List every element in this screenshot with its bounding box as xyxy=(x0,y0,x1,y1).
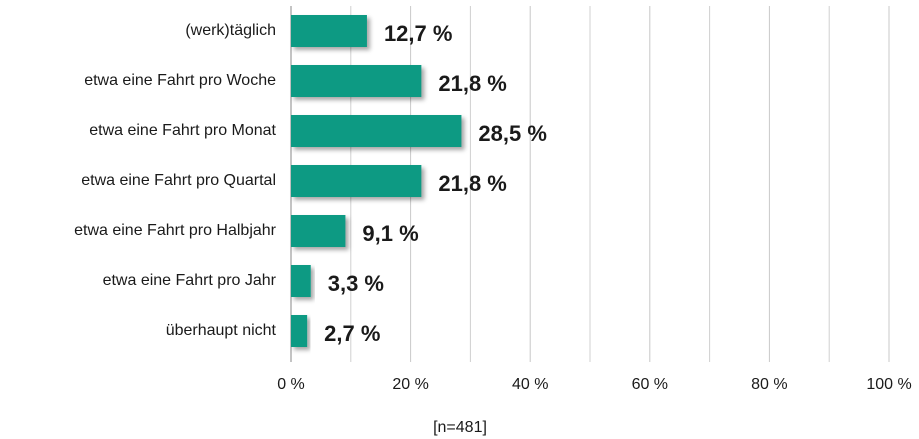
value-label: 28,5 % xyxy=(478,121,547,146)
y-tick-label: etwa eine Fahrt pro Jahr xyxy=(103,272,277,289)
x-tick-label: 80 % xyxy=(751,376,787,393)
bar xyxy=(291,65,422,97)
y-tick-label: überhaupt nicht xyxy=(166,322,277,339)
x-tick-label: 0 % xyxy=(277,376,305,393)
value-label: 2,7 % xyxy=(324,321,380,346)
bar xyxy=(291,215,346,247)
x-tick-label: 40 % xyxy=(512,376,548,393)
y-tick-label: etwa eine Fahrt pro Halbjahr xyxy=(74,222,277,239)
x-tick-label: 100 % xyxy=(866,376,911,393)
y-tick-label: etwa eine Fahrt pro Monat xyxy=(89,122,276,139)
y-tick-label: etwa eine Fahrt pro Woche xyxy=(84,72,276,89)
y-tick-label: etwa eine Fahrt pro Quartal xyxy=(81,172,276,189)
y-tick-label: (werk)täglich xyxy=(185,22,276,39)
value-label: 9,1 % xyxy=(362,221,418,246)
bar xyxy=(291,115,462,147)
value-label: 3,3 % xyxy=(328,271,384,296)
value-label: 21,8 % xyxy=(438,71,507,96)
x-axis-label: [n=481] xyxy=(433,419,487,436)
bar xyxy=(291,165,422,197)
x-tick-label: 20 % xyxy=(392,376,428,393)
bar xyxy=(291,265,311,297)
x-tick-label: 60 % xyxy=(632,376,668,393)
value-label: 12,7 % xyxy=(384,21,453,46)
bar xyxy=(291,15,367,47)
bar xyxy=(291,315,308,347)
value-label: 21,8 % xyxy=(438,171,507,196)
